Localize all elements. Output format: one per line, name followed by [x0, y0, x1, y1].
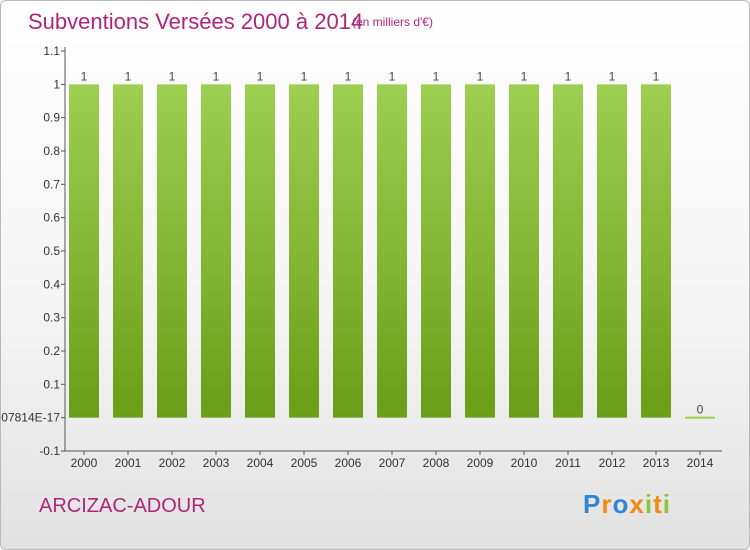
- x-tick-label: 2013: [643, 456, 670, 470]
- y-tick-label: 1: [53, 77, 60, 91]
- logo-letter: P: [583, 489, 602, 519]
- bar: [113, 84, 143, 418]
- bar: [377, 84, 407, 418]
- data-label: 1: [565, 69, 572, 83]
- data-labels: 1 1 1 1 1 1 1 1 1 1 1 1 1 1 0: [81, 69, 704, 416]
- logo-letter: x: [629, 489, 645, 519]
- y-tick-label: 0.1: [43, 377, 60, 391]
- chart-title: Subventions Versées 2000 à 2014: [28, 9, 364, 34]
- bar: [289, 84, 319, 418]
- x-tick-label: 2002: [159, 456, 186, 470]
- x-tick-label: 2009: [467, 456, 494, 470]
- data-label: 1: [81, 69, 88, 83]
- y-tick-label: 0.5: [43, 244, 60, 258]
- y-tick-label: 0.7: [43, 177, 60, 191]
- data-label: 1: [521, 69, 528, 83]
- bar: [157, 84, 187, 418]
- data-label: 1: [433, 69, 440, 83]
- x-tick-label: 2014: [687, 456, 714, 470]
- bar: [553, 84, 583, 418]
- data-label: 1: [257, 69, 264, 83]
- bars: [69, 84, 715, 419]
- bar: [201, 84, 231, 418]
- data-label: 1: [389, 69, 396, 83]
- data-label: 0: [697, 403, 704, 417]
- commune-name: ARCIZAC-ADOUR: [39, 495, 206, 517]
- logo-letter: t: [653, 489, 663, 519]
- y-tick-label: 0.8: [43, 144, 60, 158]
- logo-letter: i: [662, 489, 671, 519]
- bar: [685, 416, 715, 419]
- bar: [465, 84, 495, 418]
- y-tick-label: 1.1: [43, 44, 60, 58]
- bar: [333, 84, 363, 418]
- axes: -0.1 07814E-17 0.1 0.2 0.3 0.4 0.5 0.6 0.7 0.8 0.9…: [1, 44, 722, 470]
- data-label: 1: [301, 69, 308, 83]
- data-label: 1: [213, 69, 220, 83]
- y-tick-label: 0.2: [43, 344, 60, 358]
- x-tick-label: 2011: [555, 456, 581, 470]
- x-tick-label: 2007: [379, 456, 406, 470]
- data-label: 1: [609, 69, 616, 83]
- y-tick-label: 0.4: [43, 277, 60, 291]
- x-tick-label: 2000: [71, 456, 98, 470]
- logo-letter: i: [644, 489, 654, 519]
- proxiti-logo: Proxiti: [583, 489, 671, 520]
- x-tick-label: 2004: [247, 456, 274, 470]
- bar: [641, 84, 671, 418]
- x-tick-label: 2001: [115, 456, 142, 470]
- data-label: 1: [653, 69, 660, 83]
- y-tick-label: 07814E-17: [1, 411, 60, 425]
- x-tick-label: 2003: [203, 456, 230, 470]
- y-tick-label: 0.6: [43, 211, 60, 225]
- data-label: 1: [345, 69, 352, 83]
- y-tick-label: 0.9: [43, 111, 60, 125]
- x-tick-label: 2005: [291, 456, 318, 470]
- bar: [597, 84, 627, 418]
- y-tick-label: -0.1: [39, 444, 60, 458]
- unit-note: (en milliers d'€): [352, 15, 433, 29]
- x-tick-label: 2008: [423, 456, 450, 470]
- data-label: 1: [477, 69, 484, 83]
- logo-letter: o: [612, 489, 630, 519]
- logo-letter: r: [601, 489, 613, 519]
- bar: [421, 84, 451, 418]
- bar: [69, 84, 99, 418]
- bar: [509, 84, 539, 418]
- x-tick-label: 2012: [599, 456, 626, 470]
- x-tick-label: 2010: [511, 456, 538, 470]
- data-label: 1: [169, 69, 176, 83]
- x-tick-label: 2006: [335, 456, 362, 470]
- data-label: 1: [125, 69, 132, 83]
- y-tick-label: 0.3: [43, 311, 60, 325]
- bar: [245, 84, 275, 418]
